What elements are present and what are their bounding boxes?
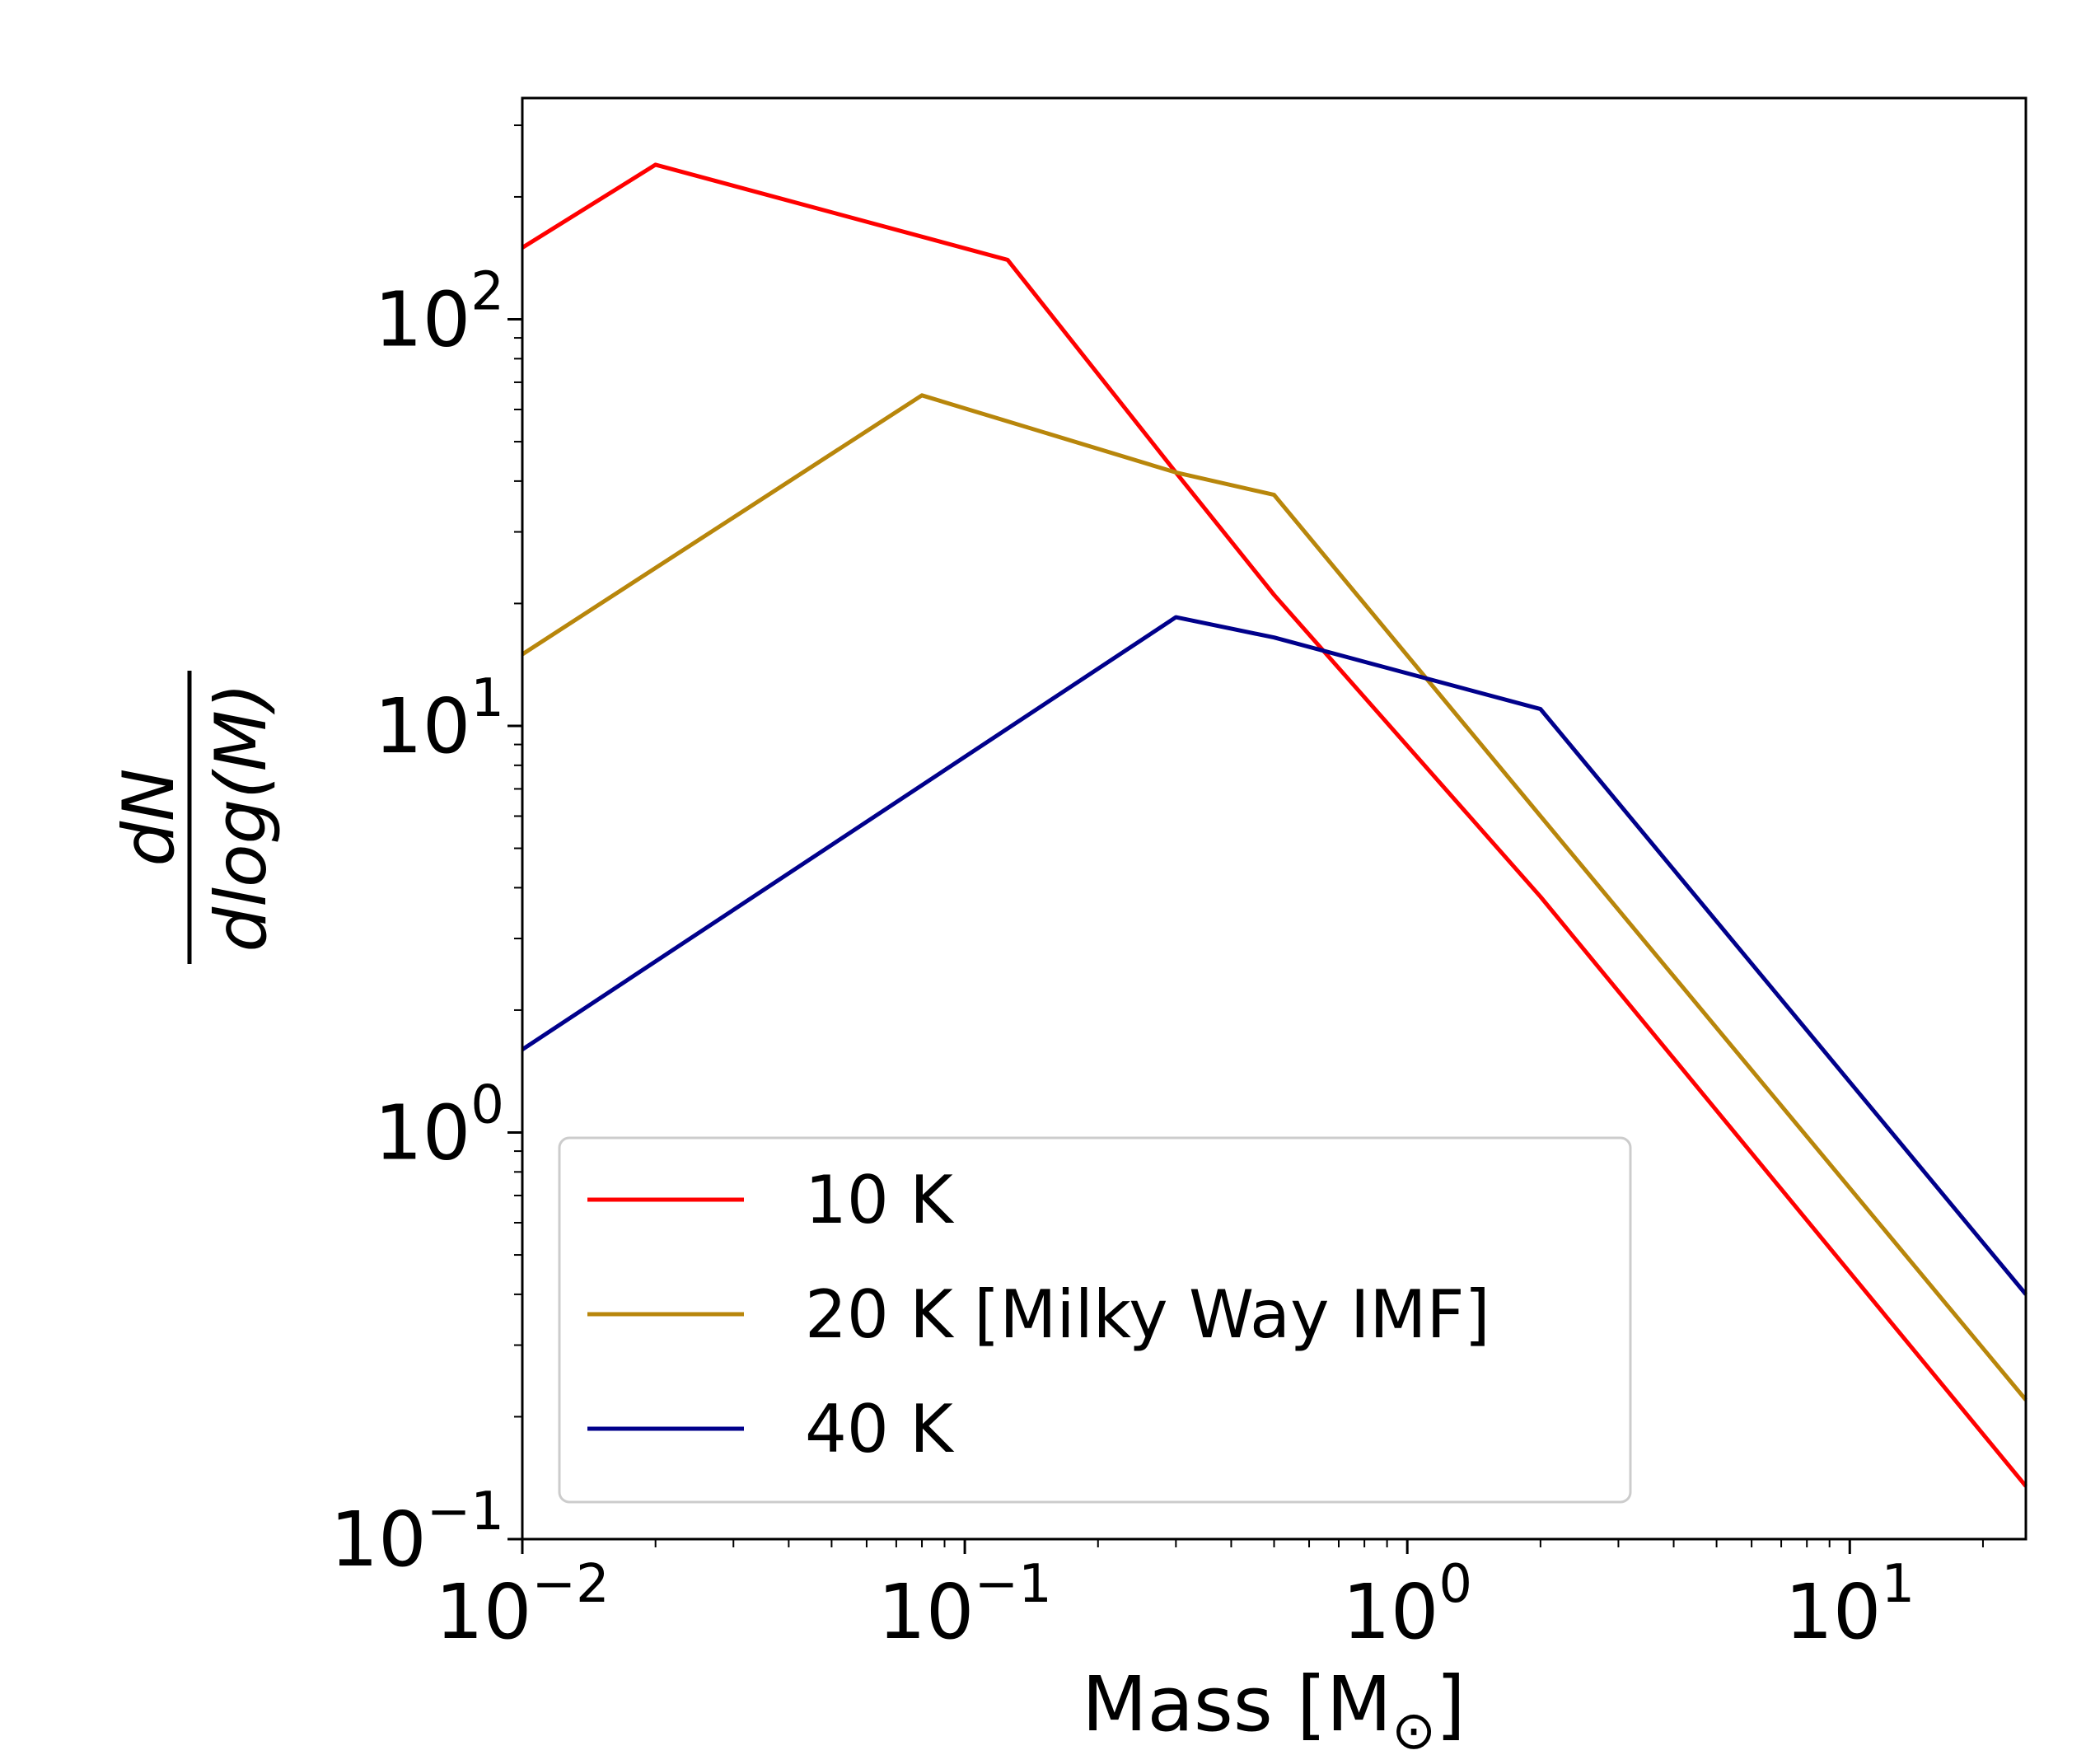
x-tick-label: 100 xyxy=(1342,1554,1472,1656)
y-axis-title-numerator: dN xyxy=(108,769,190,867)
legend-label-10k: 10 K xyxy=(805,1162,955,1238)
y-tick-label: 102 xyxy=(374,261,504,363)
y-axis-title-denominator: dlog(M) xyxy=(200,683,283,952)
series-lines xyxy=(521,162,2028,1488)
plot-frame xyxy=(521,96,2028,1541)
major-ticks xyxy=(507,317,1851,1554)
x-tick-label: 101 xyxy=(1784,1554,1915,1656)
legend: 10 K 20 K [Milky Way IMF] 40 K xyxy=(558,1136,1632,1504)
y-tick-label: 100 xyxy=(374,1074,504,1177)
y-tick-labels: 10−1 100 101 102 xyxy=(330,261,504,1584)
x-tick-label: 10−1 xyxy=(877,1554,1051,1656)
y-tick-label: 10−1 xyxy=(330,1481,504,1584)
y-tick-label: 101 xyxy=(374,668,504,770)
x-tick-labels: 10−2 10−1 100 101 xyxy=(435,1554,1915,1656)
legend-label-40k: 40 K xyxy=(805,1391,955,1467)
legend-box xyxy=(558,1136,1632,1504)
legend-label-20k: 20 K [Milky Way IMF] xyxy=(805,1276,1490,1353)
minor-ticks xyxy=(514,124,1984,1547)
x-axis-title: Mass [M⊙] xyxy=(1082,1660,1466,1755)
series-line-40k xyxy=(521,615,2028,1296)
x-axis-title-subscript: ⊙ xyxy=(1391,1701,1436,1755)
series-line-20k xyxy=(521,393,2028,1402)
x-tick-label: 10−2 xyxy=(435,1554,609,1656)
y-axis-title: dN dlog(M) xyxy=(108,671,283,964)
